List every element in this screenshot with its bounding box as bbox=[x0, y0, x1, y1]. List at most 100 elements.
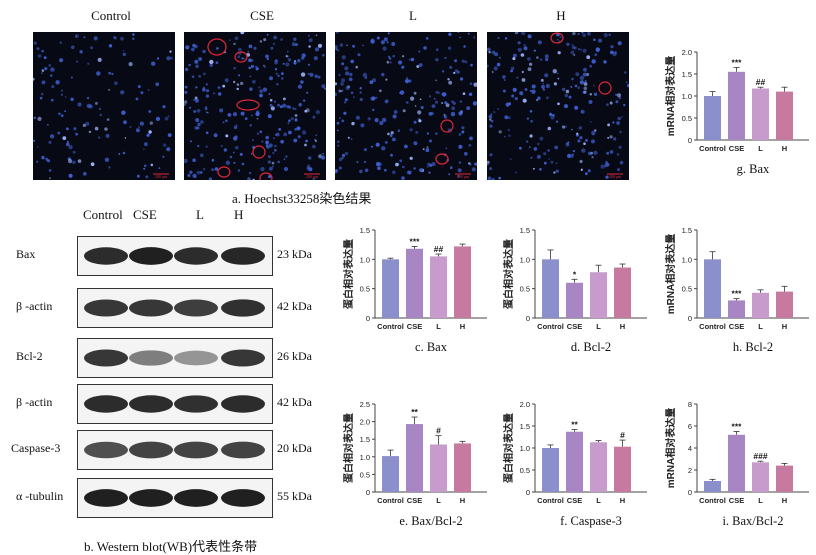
y-tick-label: 2.0 bbox=[360, 418, 370, 427]
nucleus bbox=[338, 89, 342, 93]
nucleus bbox=[448, 80, 453, 85]
significance-mark: *** bbox=[732, 289, 743, 299]
nucleus bbox=[41, 72, 43, 75]
nucleus bbox=[418, 50, 421, 53]
blot-band bbox=[221, 349, 265, 367]
nucleus bbox=[398, 60, 403, 65]
nucleus bbox=[314, 47, 320, 52]
nucleus bbox=[205, 83, 208, 86]
nucleus bbox=[359, 169, 363, 174]
nucleus bbox=[399, 90, 405, 95]
nucleus bbox=[75, 35, 77, 38]
nucleus bbox=[43, 56, 47, 60]
nucleus bbox=[529, 89, 532, 92]
nucleus bbox=[249, 87, 253, 91]
nucleus bbox=[337, 144, 340, 147]
nucleus bbox=[60, 114, 64, 117]
nucleus bbox=[184, 90, 188, 94]
nucleus bbox=[132, 33, 135, 36]
nucleus bbox=[232, 151, 235, 154]
nucleus bbox=[577, 47, 581, 51]
nucleus bbox=[423, 46, 427, 50]
nucleus bbox=[192, 158, 196, 162]
scale-bar-label: 200 μm bbox=[155, 174, 168, 179]
nucleus bbox=[213, 133, 218, 138]
bar bbox=[406, 248, 423, 318]
nucleus bbox=[120, 36, 124, 41]
nucleus bbox=[236, 87, 239, 91]
y-tick-label: 1.5 bbox=[682, 70, 692, 79]
nucleus bbox=[451, 106, 456, 111]
nucleus bbox=[391, 42, 396, 46]
nucleus bbox=[388, 55, 390, 58]
nucleus bbox=[375, 142, 380, 147]
nucleus bbox=[144, 142, 148, 147]
nucleus bbox=[453, 71, 456, 74]
nucleus bbox=[359, 97, 363, 102]
nucleus bbox=[594, 129, 597, 132]
nucleus bbox=[338, 166, 342, 170]
blot-band bbox=[174, 350, 218, 366]
nucleus bbox=[491, 71, 494, 73]
nucleus bbox=[598, 38, 602, 43]
blot-band bbox=[129, 350, 173, 366]
nucleus bbox=[417, 110, 422, 115]
nucleus bbox=[185, 45, 190, 50]
panel-label-control: Control bbox=[91, 8, 131, 23]
nucleus bbox=[450, 111, 456, 117]
nucleus bbox=[37, 116, 42, 121]
nucleus bbox=[111, 72, 114, 76]
nucleus bbox=[425, 37, 429, 40]
nucleus bbox=[274, 60, 279, 65]
nucleus bbox=[587, 169, 591, 173]
nucleus bbox=[587, 32, 591, 36]
nucleus bbox=[41, 80, 46, 85]
nucleus bbox=[247, 177, 251, 180]
nucleus bbox=[531, 84, 536, 89]
nucleus bbox=[441, 70, 445, 73]
nucleus bbox=[263, 38, 267, 42]
nucleus bbox=[378, 162, 382, 167]
nucleus bbox=[618, 96, 622, 100]
nucleus bbox=[229, 39, 231, 41]
nucleus bbox=[188, 63, 191, 67]
nucleus bbox=[447, 46, 452, 50]
nucleus bbox=[273, 137, 275, 139]
nucleus bbox=[341, 157, 344, 160]
nucleus bbox=[593, 92, 598, 96]
nucleus bbox=[617, 93, 621, 98]
nucleus bbox=[192, 43, 196, 48]
nucleus bbox=[275, 132, 280, 137]
nucleus bbox=[514, 171, 517, 174]
nucleus bbox=[137, 85, 141, 89]
nucleus bbox=[564, 93, 568, 98]
nucleus bbox=[408, 79, 412, 83]
wb-header-h: H bbox=[234, 207, 244, 222]
nucleus bbox=[590, 151, 594, 155]
nucleus bbox=[402, 55, 405, 58]
nucleus bbox=[600, 164, 605, 169]
nucleus bbox=[261, 140, 264, 143]
nucleus bbox=[75, 132, 78, 136]
nucleus bbox=[567, 153, 572, 158]
nucleus bbox=[234, 135, 238, 139]
nucleus bbox=[392, 114, 397, 119]
nucleus bbox=[302, 99, 306, 102]
nucleus bbox=[287, 58, 292, 62]
nucleus bbox=[196, 108, 201, 113]
nucleus bbox=[267, 114, 272, 119]
nucleus bbox=[252, 80, 256, 84]
nucleus bbox=[350, 59, 354, 64]
y-tick-label: 1.5 bbox=[520, 422, 530, 431]
nucleus bbox=[108, 166, 111, 169]
nucleus bbox=[259, 89, 264, 94]
nucleus bbox=[491, 50, 496, 55]
nucleus bbox=[363, 160, 367, 164]
nucleus bbox=[351, 121, 355, 126]
nucleus bbox=[541, 85, 545, 89]
nucleus bbox=[293, 138, 298, 143]
nucleus bbox=[36, 146, 39, 148]
nucleus bbox=[123, 120, 127, 125]
nucleus bbox=[364, 168, 369, 173]
nucleus bbox=[90, 46, 93, 50]
